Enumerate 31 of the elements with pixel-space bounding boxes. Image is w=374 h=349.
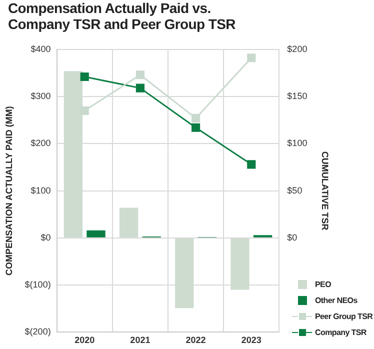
x-tick-label: 2021 [130, 335, 150, 346]
x-tick-label: 2023 [241, 335, 262, 346]
y2-tick-label: $50 [287, 185, 302, 196]
y-tick-label: $300 [30, 91, 51, 102]
x-tick-label: 2020 [74, 335, 95, 346]
x-tick-label: 2022 [186, 335, 206, 346]
y2-axis-title: CUMULATIVE TSR [320, 151, 330, 231]
y-tick-label: $(100) [24, 280, 51, 290]
y-tick-label: $(200) [24, 326, 51, 337]
y-tick-label: $200 [30, 138, 51, 148]
y-tick-label: $0 [40, 232, 51, 242]
chart-title: Compensation Actually Paid vs. Company TSR and Peer Group TSR [8, 0, 236, 32]
y-tick-label: $400 [30, 44, 51, 54]
y2-tick-label: $0 [287, 232, 298, 242]
point [136, 70, 144, 80]
point [247, 54, 256, 62]
point [136, 84, 144, 92]
bar [86, 230, 106, 238]
point [192, 123, 200, 132]
point [192, 114, 200, 122]
point [247, 160, 256, 169]
legend-label: Company TSR [315, 328, 366, 336]
y2-tick-label: $100 [287, 138, 308, 148]
legend-label: Peer Group TSR [315, 312, 373, 320]
y-axis-title: COMPENSATION ACTUALLY PAID (MM) [4, 106, 14, 276]
point [80, 72, 89, 82]
y2-tick-label: $150 [287, 91, 308, 102]
y-tick-label: $100 [30, 185, 51, 196]
legend-label: Other NEOs [315, 296, 358, 304]
y2-tick-label: $200 [287, 44, 308, 54]
legend-label: PEO [315, 280, 331, 288]
